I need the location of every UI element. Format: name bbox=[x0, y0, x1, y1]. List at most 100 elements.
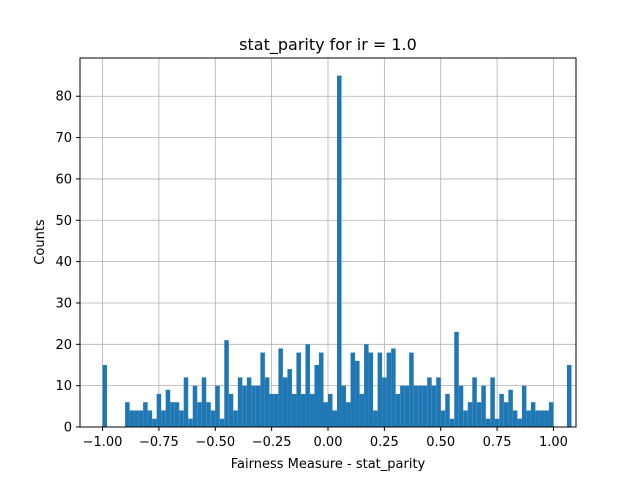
histogram-bar bbox=[454, 331, 459, 427]
histogram-bar bbox=[517, 418, 522, 427]
histogram-bar bbox=[548, 402, 554, 427]
histogram-bar bbox=[368, 352, 374, 427]
histogram-bar bbox=[309, 393, 315, 427]
x-axis-ticks: −1.00 −0.75 −0.50 −0.25 0.00 0.25 0.50 0.75 1.00 bbox=[83, 427, 568, 450]
histogram-bar bbox=[382, 377, 387, 427]
histogram-bar bbox=[427, 377, 432, 427]
histogram-bar bbox=[237, 377, 243, 427]
histogram-bar bbox=[386, 352, 392, 427]
histogram-bar bbox=[152, 418, 157, 427]
histogram-bar bbox=[228, 393, 234, 427]
histogram-bar bbox=[210, 410, 216, 427]
histogram-bar bbox=[485, 418, 491, 427]
histogram-bar bbox=[233, 410, 238, 427]
histogram-bar bbox=[251, 385, 256, 427]
chart-title: stat_parity for ir = 1.0 bbox=[239, 35, 417, 55]
y-tick-label: 80 bbox=[55, 90, 72, 105]
histogram-bar bbox=[359, 393, 365, 427]
histogram-bar bbox=[269, 393, 274, 427]
y-axis-label: Counts bbox=[33, 219, 48, 265]
x-tick-label: −1.00 bbox=[83, 435, 123, 450]
x-tick-label: 0.50 bbox=[426, 435, 455, 450]
y-tick-label: 70 bbox=[55, 131, 72, 146]
histogram-bar bbox=[300, 393, 306, 427]
histogram-bar bbox=[440, 410, 446, 427]
histogram-bar bbox=[188, 418, 193, 427]
y-tick-label: 50 bbox=[55, 214, 72, 229]
histogram-bar bbox=[165, 389, 171, 427]
histogram-bar bbox=[129, 410, 135, 427]
x-tick-label: 0.25 bbox=[370, 435, 399, 450]
histogram-bar bbox=[102, 364, 108, 427]
histogram-bar bbox=[147, 410, 153, 427]
histogram-bar bbox=[260, 352, 265, 427]
plot-frame bbox=[79, 57, 577, 428]
histogram-bar bbox=[436, 377, 441, 427]
histogram-bar bbox=[174, 402, 180, 427]
histogram-bar bbox=[508, 389, 513, 427]
x-axis-label: Fairness Measure - stat_parity bbox=[231, 457, 426, 472]
histogram-bar bbox=[161, 410, 166, 427]
histogram-bar bbox=[422, 385, 428, 427]
histogram-bar bbox=[377, 352, 383, 427]
histogram-bar bbox=[197, 402, 202, 427]
histogram-bar bbox=[350, 352, 356, 427]
histogram-bar bbox=[391, 348, 396, 427]
y-tick-label: 60 bbox=[55, 172, 72, 187]
histogram-bar bbox=[512, 410, 518, 427]
histogram-bar bbox=[521, 385, 527, 427]
histogram-bar bbox=[535, 410, 540, 427]
histogram-bar bbox=[373, 410, 378, 427]
histogram-bar bbox=[328, 393, 333, 427]
histogram-bar bbox=[219, 418, 225, 427]
histogram-bar bbox=[404, 385, 410, 427]
histogram-bar bbox=[215, 385, 220, 427]
x-tick-label: 1.00 bbox=[539, 435, 568, 450]
histogram-bar bbox=[431, 385, 437, 427]
histogram-bar bbox=[314, 364, 319, 427]
histogram-bar bbox=[242, 385, 247, 427]
histogram-bar bbox=[530, 402, 536, 427]
histogram-bar bbox=[206, 402, 211, 427]
histogram-bar bbox=[332, 410, 338, 427]
histogram-bar bbox=[503, 402, 509, 427]
histogram-bar bbox=[255, 385, 261, 427]
histogram-bar bbox=[458, 385, 464, 427]
histogram-bar bbox=[413, 385, 419, 427]
histogram-bar bbox=[400, 385, 405, 427]
x-tick-label: −0.50 bbox=[195, 435, 235, 450]
histogram-bar bbox=[337, 75, 342, 428]
histogram-bar bbox=[467, 402, 473, 427]
histogram-bar bbox=[224, 340, 229, 427]
histogram-bar bbox=[463, 410, 468, 427]
histogram-bar bbox=[192, 385, 198, 427]
histogram-bar bbox=[291, 393, 297, 427]
histogram-bar bbox=[566, 364, 572, 427]
histogram-bar bbox=[201, 377, 207, 427]
histogram-bar bbox=[476, 402, 482, 427]
histogram-bar bbox=[170, 402, 175, 427]
histogram-bar bbox=[499, 393, 504, 427]
histogram-bar bbox=[323, 402, 328, 427]
histogram-bar bbox=[346, 402, 351, 427]
histogram-bar bbox=[183, 377, 189, 427]
x-tick-label: −0.25 bbox=[252, 435, 292, 450]
x-tick-label: −0.75 bbox=[139, 435, 179, 450]
y-tick-label: 40 bbox=[55, 255, 72, 270]
histogram-bar bbox=[318, 352, 324, 427]
y-tick-label: 0 bbox=[64, 421, 72, 436]
histogram-bar bbox=[544, 410, 549, 427]
histogram-bar bbox=[296, 352, 301, 427]
histogram-bars bbox=[102, 75, 572, 428]
histogram-bar bbox=[156, 393, 162, 427]
x-tick-label: 0.00 bbox=[314, 435, 343, 450]
histogram-bar bbox=[449, 418, 455, 427]
y-tick-label: 10 bbox=[55, 379, 72, 394]
histogram-bar bbox=[134, 410, 139, 427]
histogram-bar bbox=[246, 377, 252, 427]
y-tick-label: 20 bbox=[55, 338, 72, 353]
histogram-bar bbox=[282, 377, 288, 427]
histogram-bar bbox=[526, 410, 531, 427]
histogram-bar bbox=[418, 385, 423, 427]
